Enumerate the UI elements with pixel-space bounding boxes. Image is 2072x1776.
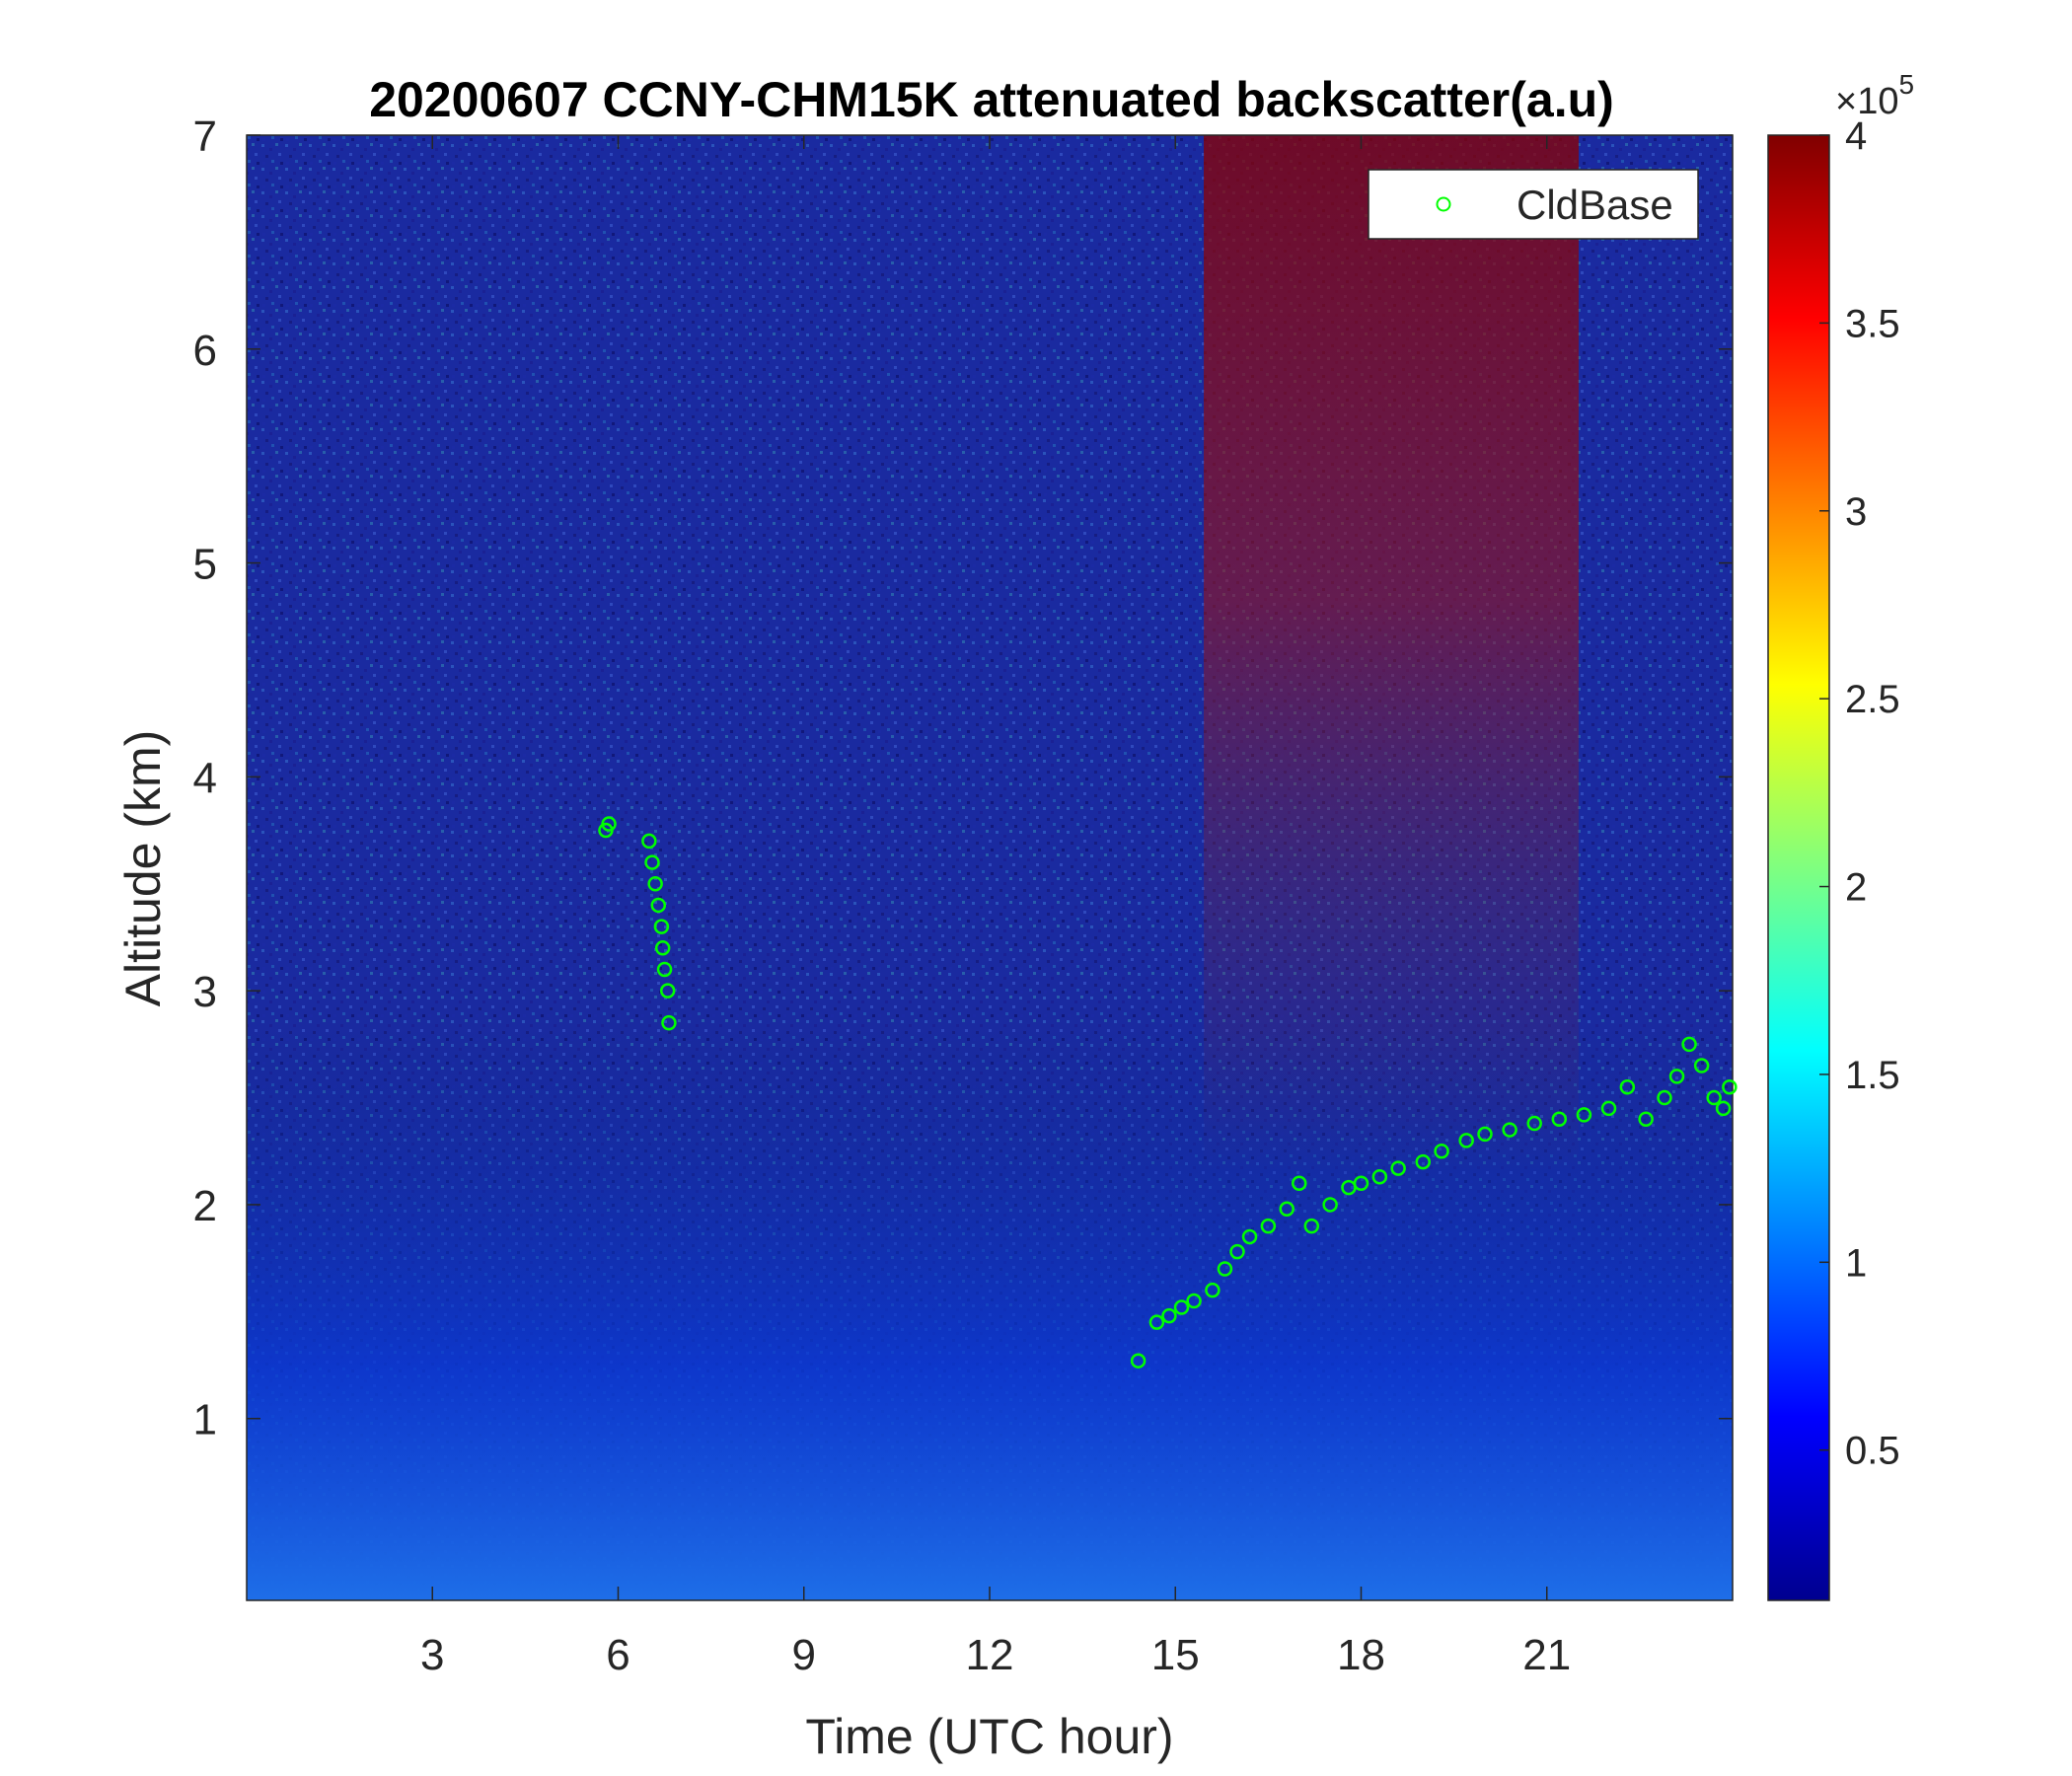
cldbase-point xyxy=(661,1014,677,1031)
cldbase-point xyxy=(1693,1058,1710,1073)
x-axis: 3 6 9 12 15 18 21 xyxy=(420,135,1571,1679)
x-tick-label: 9 xyxy=(792,1631,816,1679)
cldbase-point xyxy=(1502,1122,1517,1138)
cldbase-point xyxy=(650,897,667,914)
cldbase-point xyxy=(1638,1111,1654,1127)
cldbase-point xyxy=(1303,1218,1320,1234)
cldbase-point xyxy=(1173,1299,1190,1315)
cldbase-point xyxy=(1260,1218,1277,1234)
cldbase-point xyxy=(1205,1282,1221,1298)
legend: CldBase xyxy=(1368,169,1699,240)
y-tick-label: 7 xyxy=(193,112,217,161)
y-tick-label: 4 xyxy=(193,754,217,802)
colorbar-tick-label: 1.5 xyxy=(1845,1054,1900,1097)
cldbase-point xyxy=(647,876,663,892)
y-tick-label: 3 xyxy=(193,968,217,1016)
colorbar-tick-label: 0.5 xyxy=(1845,1430,1900,1473)
colorbar-exponent-label: ×105 xyxy=(1835,69,1914,122)
x-axis-label: Time (UTC hour) xyxy=(805,1709,1173,1764)
cldbase-point xyxy=(644,854,660,870)
cldbase-point xyxy=(1161,1307,1177,1324)
legend-box xyxy=(1368,169,1699,240)
cldbase-point xyxy=(1668,1069,1685,1084)
x-tick-label: 12 xyxy=(966,1631,1014,1679)
cldbase-point xyxy=(1130,1353,1147,1369)
colorbar-tick-label: 2 xyxy=(1845,866,1867,910)
cldbase-point xyxy=(656,961,673,978)
cldbase-point xyxy=(1657,1089,1672,1106)
x-tick-label: 18 xyxy=(1337,1631,1385,1679)
cldbase-point xyxy=(1681,1036,1697,1053)
cldbase-point xyxy=(1458,1133,1474,1148)
cldbase-point xyxy=(1229,1243,1245,1260)
colorbar-tick-label: 2.5 xyxy=(1845,678,1900,721)
y-tick-label: 2 xyxy=(193,1182,217,1230)
y-tick-label: 5 xyxy=(193,541,217,589)
cldbase-point xyxy=(659,983,676,999)
x-tick-label: 6 xyxy=(606,1631,629,1679)
cldbase-point xyxy=(601,816,617,832)
cldbase-point xyxy=(1241,1228,1258,1245)
colorbar-ticks: 0.5 1 1.5 2 2.5 3 3.5 4 xyxy=(1819,114,1900,1473)
x-tick-label: 21 xyxy=(1522,1631,1571,1679)
colorbar-tick-label: 4 xyxy=(1845,114,1867,158)
colorbar-tick-label: 3.5 xyxy=(1845,302,1900,345)
cldbase-point xyxy=(1322,1197,1338,1213)
cldbase-point xyxy=(1415,1153,1431,1170)
x-tick-label: 15 xyxy=(1151,1631,1200,1679)
cldbase-series xyxy=(598,816,1738,1369)
cldbase-point xyxy=(653,919,670,934)
cldbase-point xyxy=(1600,1100,1617,1117)
colorbar: 0.5 1 1.5 2 2.5 3 3.5 4 ×105 xyxy=(1767,69,1914,1601)
colorbar-tick-label: 3 xyxy=(1845,490,1867,534)
cldbase-point xyxy=(1619,1078,1636,1095)
y-axis-label: Altitude (km) xyxy=(115,730,171,1007)
cldbase-point xyxy=(1551,1111,1568,1127)
y-axis: 1 2 3 4 5 6 7 xyxy=(193,112,1733,1444)
cldbase-point xyxy=(1390,1160,1406,1176)
colorbar-tick-label: 1 xyxy=(1845,1241,1867,1285)
cldbase-point xyxy=(654,940,671,956)
cldbase-point xyxy=(1526,1115,1542,1132)
cldbase-point xyxy=(1722,1078,1738,1095)
heatmap-high-backscatter-region xyxy=(1204,135,1579,1171)
cldbase-point xyxy=(1576,1107,1592,1123)
cldbase-point xyxy=(641,833,657,850)
cldbase-point xyxy=(1371,1169,1388,1185)
y-tick-label: 1 xyxy=(193,1396,217,1444)
x-tick-label: 3 xyxy=(420,1631,444,1679)
colorbar-exponent-base: ×10 xyxy=(1835,81,1898,122)
colorbar-gradient xyxy=(1767,134,1830,1601)
cldbase-point xyxy=(1217,1261,1233,1277)
chart-title: 20200607 CCNY-CHM15K attenuated backscat… xyxy=(369,72,1614,127)
cldbase-point xyxy=(1186,1293,1202,1309)
cldbase-point xyxy=(1148,1314,1165,1330)
legend-label: CldBase xyxy=(1517,182,1673,228)
cldbase-point xyxy=(1279,1201,1295,1218)
colorbar-exponent-power: 5 xyxy=(1898,69,1914,100)
cldbase-point xyxy=(1715,1100,1732,1117)
cldbase-point xyxy=(1434,1143,1449,1159)
cldbase-point xyxy=(1706,1089,1722,1106)
cldbase-point xyxy=(1353,1175,1369,1192)
legend-marker-icon xyxy=(1436,196,1451,212)
y-tick-label: 6 xyxy=(193,327,217,375)
cldbase-point xyxy=(1477,1126,1493,1143)
cldbase-point xyxy=(1292,1175,1307,1192)
